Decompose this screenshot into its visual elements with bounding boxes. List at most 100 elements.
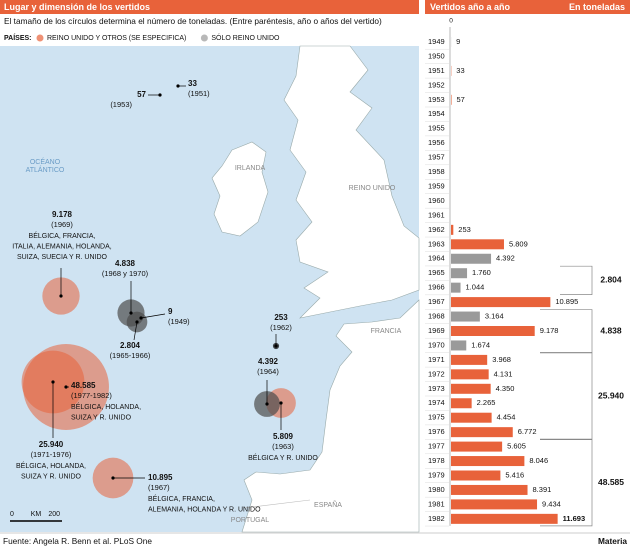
value-label: 8.391	[533, 485, 552, 494]
value-label: 4.454	[497, 413, 516, 422]
bracket-total: 4.838	[600, 325, 622, 335]
value-label: 4.131	[494, 369, 513, 378]
dump-countries: SUIZA Y R. UNIDO	[21, 473, 82, 480]
value-label: 8.046	[529, 456, 548, 465]
legend-label: REINO UNIDO Y OTROS (SE ESPECIFICA)	[47, 35, 186, 42]
dump-countries: BÉLGICA, FRANCIA,	[148, 494, 215, 503]
dump-center	[111, 476, 115, 480]
year-label: 1977	[428, 442, 445, 451]
year-label: 1961	[428, 210, 445, 219]
value-label: 5.416	[505, 470, 524, 479]
year-label: 1974	[428, 398, 445, 407]
dump-years: (1965-1966)	[110, 351, 151, 360]
dump-countries: ALEMANIA, HOLANDA Y R. UNIDO	[148, 506, 261, 513]
dump-center	[176, 84, 180, 88]
x-tick-label: 0	[449, 18, 453, 25]
bar	[451, 94, 452, 105]
year-label: 1980	[428, 485, 445, 494]
dump-center	[139, 316, 143, 320]
great-britain	[283, 45, 420, 319]
year-label: 1970	[428, 340, 445, 349]
dump-years: (1949)	[168, 317, 190, 326]
year-label: 1973	[428, 384, 445, 393]
value-label: 5.809	[509, 239, 528, 248]
year-label: 1959	[428, 181, 445, 190]
dump-years: (1962)	[270, 323, 292, 332]
dump-countries: BÉLGICA, HOLANDA,	[71, 402, 141, 411]
dump-years: (1951)	[188, 89, 210, 98]
dump-years: (1964)	[257, 367, 279, 376]
year-label: 1950	[428, 51, 445, 60]
bar	[451, 354, 488, 365]
place-label: PORTUGAL	[231, 517, 269, 524]
value-label: 1.674	[471, 340, 490, 349]
dump-countries: ITALIA, ALEMANIA, HOLANDA,	[12, 243, 112, 250]
ireland	[211, 141, 269, 237]
value-label: 9	[456, 37, 460, 46]
dump-countries: BÉLGICA, HOLANDA,	[16, 461, 86, 470]
value-label: 9.178	[540, 326, 559, 335]
bar	[451, 427, 513, 438]
dump-years: (1953)	[110, 100, 132, 109]
scale-label: 200	[48, 511, 60, 518]
dump-center	[265, 402, 269, 406]
bar	[451, 441, 503, 452]
bar	[451, 282, 461, 293]
dump-value: 48.585	[71, 381, 96, 390]
value-label: 57	[457, 95, 465, 104]
year-label: 1975	[428, 413, 445, 422]
dump-value: 4.838	[115, 259, 136, 268]
year-label: 1949	[428, 37, 445, 46]
year-label: 1969	[428, 326, 445, 335]
leader-line	[140, 313, 166, 319]
dump-center	[158, 93, 162, 97]
value-label: 4.392	[496, 254, 515, 263]
place-label: ESPAÑA	[314, 500, 342, 509]
dump-countries: BÉLGICA, FRANCIA,	[29, 231, 96, 240]
map-circles: 48.585(1977-1982) BÉLGICA, HOLANDA, SUIZA …	[12, 79, 318, 513]
value-label: 6.772	[518, 427, 537, 436]
dump-years: (1971-1976)	[31, 450, 72, 459]
dump-center	[274, 344, 278, 348]
legend-marker	[36, 34, 44, 42]
dump-value: 2.804	[120, 341, 141, 350]
dump-value: 5.809	[273, 432, 294, 441]
bar	[451, 253, 492, 264]
year-label: 1958	[428, 167, 445, 176]
value-label: 1.044	[466, 283, 485, 292]
bar	[451, 398, 472, 409]
year-label: 1979	[428, 470, 445, 479]
value-label: 33	[456, 66, 464, 75]
chart-title: Vertidos año a año	[430, 2, 511, 12]
bar	[451, 499, 538, 510]
year-label: 1972	[428, 369, 445, 378]
dump-center	[59, 294, 63, 298]
bar	[451, 326, 535, 336]
dump-center	[135, 320, 139, 324]
year-label: 1968	[428, 312, 445, 321]
bracket-total: 48.585	[598, 477, 624, 487]
bar	[451, 297, 551, 308]
dump-value: 4.392	[258, 357, 279, 366]
chart-subtitle: En toneladas	[569, 2, 625, 12]
bracket-total: 2.804	[600, 275, 622, 285]
dump-value: 9.178	[52, 210, 73, 219]
bar	[451, 311, 480, 322]
dump-years: (1963)	[272, 442, 294, 451]
leader-line	[133, 321, 138, 341]
value-label: 4.350	[496, 384, 515, 393]
year-label: 1951	[428, 66, 445, 75]
place-label: FRANCIA	[371, 328, 402, 335]
dump-years: (1968 y 1970)	[102, 269, 149, 278]
dump-years: (1967)	[148, 483, 170, 492]
year-label: 1982	[428, 514, 445, 523]
value-label: 3.164	[485, 312, 504, 321]
year-label: 1976	[428, 427, 445, 436]
bar	[451, 340, 467, 351]
dump-value: 9	[168, 307, 173, 316]
legend-label: SÓLO REINO UNIDO	[211, 33, 280, 42]
dump-center	[129, 311, 133, 315]
bar	[451, 470, 501, 481]
bar	[451, 412, 492, 423]
